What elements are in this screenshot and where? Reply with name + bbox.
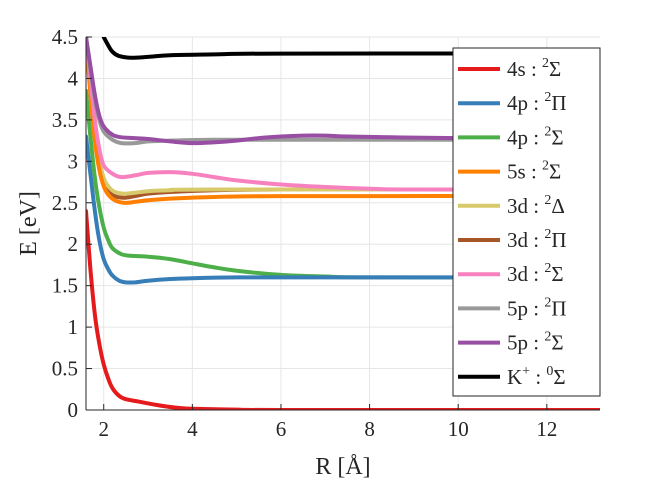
legend-separator: : [528,194,544,218]
x-tick-label: 8 [364,417,375,441]
legend-multiplicity: 2 [542,56,549,71]
legend-term: Σ [551,262,563,286]
legend-multiplicity: 2 [544,90,551,105]
legend-term: Σ [551,125,563,149]
y-tick-label: 1.5 [52,274,78,298]
x-tick-label: 12 [536,417,557,441]
y-tick-label: 3 [68,149,79,173]
legend-orbital: 5s [507,160,526,184]
legend-separator: : [528,228,544,252]
legend-multiplicity: 2 [544,330,551,345]
legend-separator: : [528,262,544,286]
series-line-6 [86,37,600,192]
legend-box [452,47,601,397]
tick-labels: 2 4 6 8 10 12 0 0.5 1 1.5 2 2.5 3 3.5 4 4.5 [52,25,558,441]
legend-multiplicity: 0 [546,364,553,379]
y-tick-label: 1 [68,315,79,339]
x-tick-label: 4 [187,417,198,441]
legend-separator: : [528,296,544,320]
legend-multiplicity: 2 [544,193,551,208]
legend-multiplicity: 2 [544,227,551,242]
legend-label: 3d : 2Δ [507,193,565,218]
legend-separator: : [526,57,542,81]
legend-separator: : [526,160,542,184]
legend-multiplicity: 2 [542,159,549,174]
y-tick-label: 2.5 [52,191,78,215]
y-axis-title: E [eV] [16,191,42,256]
legend-orbital: 4p [507,91,528,115]
legend-label: 3d : 2Π [507,227,567,252]
legend-term: Π [551,228,566,252]
y-tick-label: 4 [68,66,79,90]
legend-orbital: 4s [507,57,526,81]
axes [85,36,600,411]
legend-label: 5s : 2Σ [507,159,561,184]
series-line-8 [86,37,600,146]
legend-separator: : [530,365,546,389]
legend-multiplicity: 2 [544,261,551,276]
legend-orbital: 3d [507,228,529,252]
x-tick-label: 6 [276,417,287,441]
legend-term: Π [551,91,566,115]
legend-orbital: 3d [507,194,529,218]
legend-term: Σ [549,57,561,81]
legend-label: 5p : 2Σ [507,330,564,355]
legend-label: 4p : 2Π [507,90,567,115]
legend-ion-charge: + [522,364,530,379]
y-tick-label: 0 [68,398,79,422]
legend-orbital: 3d [507,262,529,286]
legend-term: Π [551,296,566,320]
legend-orbital: K [507,365,522,389]
legend-orbital: 5p [507,331,528,355]
legend-label: 5p : 2Π [507,295,567,320]
legend-orbital: 4p [507,125,528,149]
legend-label: 4s : 2Σ [507,56,561,81]
series-line-9 [101,37,600,60]
x-axis-title: R [Å] [315,454,370,480]
legend-separator: : [528,91,544,115]
legend-label: K+ : 0Σ [507,364,566,389]
series-line-1 [86,134,600,285]
y-tick-label: 4.5 [52,25,78,49]
y-tick-label: 0.5 [52,357,78,381]
x-tick-label: 10 [448,417,469,441]
legend-separator: : [528,125,544,149]
x-tick-label: 2 [98,417,109,441]
legend-orbital: 5p [507,296,528,320]
legend-multiplicity: 2 [544,124,551,139]
legend-term: Δ [551,194,565,218]
plot-area [86,37,600,410]
legend-term: Σ [553,365,565,389]
y-tick-label: 3.5 [52,108,78,132]
legend-separator: : [528,331,544,355]
legend-label: 3d : 2Σ [507,261,564,286]
legend-label: 4p : 2Σ [507,124,564,149]
legend-term: Σ [551,331,563,355]
legend-multiplicity: 2 [544,295,551,310]
y-tick-label: 2 [68,232,79,256]
series-line-3 [86,37,600,205]
legend-term: Σ [549,160,561,184]
